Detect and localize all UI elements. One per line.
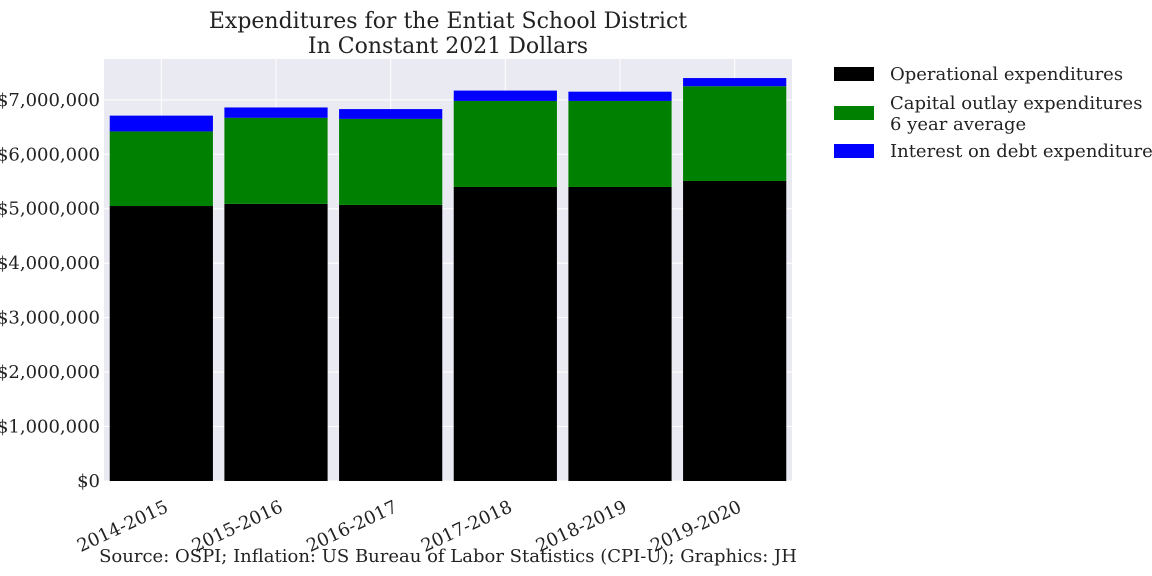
bar-segment-2015-2016-s2 [224,107,328,118]
bar-segment-2016-2017-s2 [339,109,443,119]
legend: Operational expenditures Capital outlay e… [834,64,1152,162]
y-tick-label: $0 [77,471,100,492]
bars [109,78,787,481]
bar-segment-2015-2016-s0 [224,203,328,481]
legend-label: Interest on debt expenditures [890,141,1152,162]
legend-swatch [834,106,874,120]
bar-segment-2016-2017-s1 [339,118,443,205]
bar-segment-2017-2018-s1 [453,100,557,187]
bar-segment-2019-2020-s2 [683,78,787,87]
y-tick-label: $6,000,000 [0,144,100,165]
bar-segment-2017-2018-s0 [453,186,557,481]
y-tick-label: $1,000,000 [0,417,100,438]
legend-label: Capital outlay expenditures 6 year averag… [890,93,1142,135]
legend-label: Operational expenditures [890,64,1123,85]
source-caption: Source: OSPI; Inflation: US Bureau of La… [99,546,797,567]
y-tick-label: $7,000,000 [0,90,100,111]
chart-subtitle: In Constant 2021 Dollars [308,34,588,59]
bar-segment-2014-2015-s0 [109,206,213,481]
y-tick-label: $3,000,000 [0,308,100,329]
plot-area [104,59,792,481]
bar-segment-2014-2015-s1 [109,131,213,207]
chart-title: Expenditures for the Entiat School Distr… [209,9,687,34]
y-axis: $0 $1,000,000 $2,000,000 $3,000,000 $4,000,0… [0,90,100,492]
bar-segment-2017-2018-s2 [453,90,557,101]
legend-swatch [834,144,874,158]
bar-segment-2015-2016-s1 [224,117,328,204]
bar-segment-2019-2020-s0 [683,180,787,481]
bar-segment-2014-2015-s2 [109,115,213,132]
bar-segment-2018-2019-s1 [568,100,672,187]
bar-segment-2018-2019-s0 [568,186,672,481]
legend-swatch [834,67,874,81]
y-tick-label: $5,000,000 [0,199,100,220]
bar-segment-2018-2019-s2 [568,91,672,101]
bar-segment-2019-2020-s1 [683,86,787,181]
y-tick-label: $4,000,000 [0,253,100,274]
y-tick-label: $2,000,000 [0,362,100,383]
bar-segment-2016-2017-s0 [339,204,443,481]
